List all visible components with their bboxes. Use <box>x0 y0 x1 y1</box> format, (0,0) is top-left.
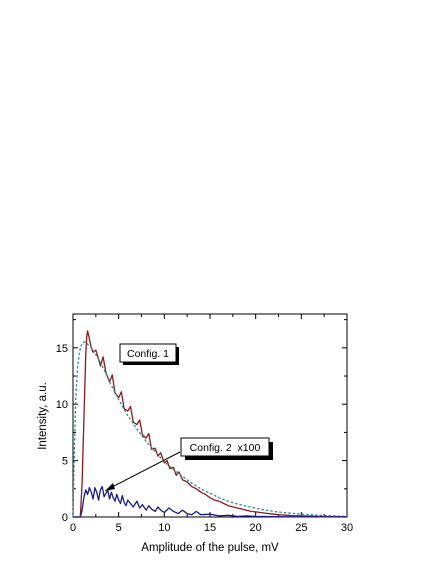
series-line-config1_measured <box>73 330 348 518</box>
x-tick-label: 5 <box>116 522 122 534</box>
x-tick-label: 10 <box>158 522 170 534</box>
ticks-layer: 0 5 10 15 20 25 30 0 5 10 15 <box>56 314 353 534</box>
series-line-config2_x100 <box>73 485 348 518</box>
y-tick-label: 5 <box>62 456 68 468</box>
y-tick-label: 0 <box>62 512 68 524</box>
y-tick-label: 15 <box>56 343 68 355</box>
annotation-arrow-head <box>104 483 115 492</box>
series-line-config1_fit <box>72 341 348 518</box>
x-tick-label: 15 <box>204 522 216 534</box>
annotation-config1-text: Config. 1 <box>127 348 169 360</box>
x-tick-label: 30 <box>341 522 353 534</box>
series-layer <box>72 330 348 518</box>
annotation-config1-box <box>119 343 177 363</box>
y-tick-label: 10 <box>56 399 68 411</box>
x-tick-label: 0 <box>70 522 76 534</box>
annotation-config2-box <box>180 437 270 457</box>
annotation-config1: Config. 1 <box>119 343 179 365</box>
annotation-config2: Config. 2 x100 <box>104 437 273 492</box>
x-tick-label: 20 <box>250 522 262 534</box>
x-axis-label: Amplitude of the pulse, mV <box>141 542 279 554</box>
x-tick-label: 25 <box>295 522 307 534</box>
annotation-arrow-line <box>107 451 181 490</box>
y-axis-label: Intensity, a.u. <box>37 382 49 450</box>
annotation-config2-text: Config. 2 x100 <box>190 442 261 454</box>
